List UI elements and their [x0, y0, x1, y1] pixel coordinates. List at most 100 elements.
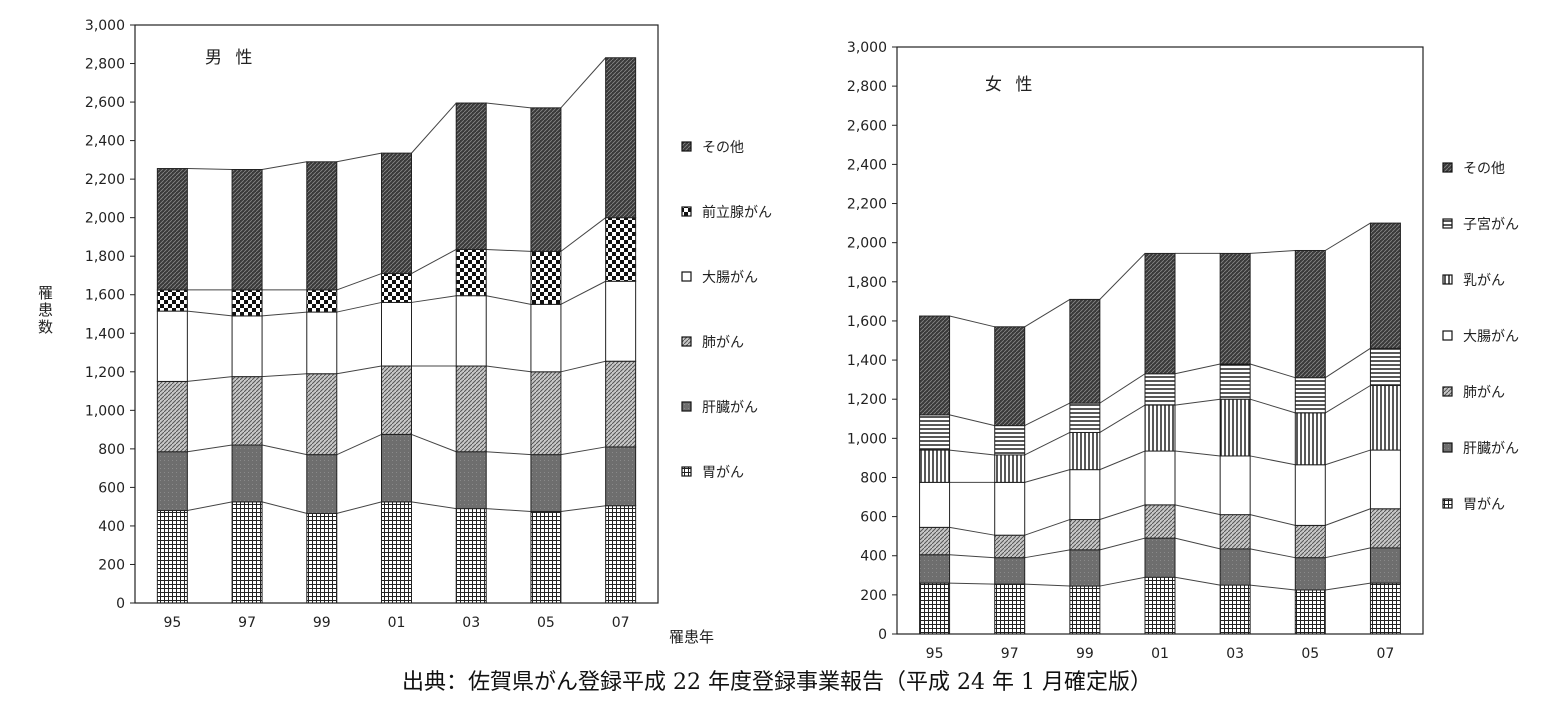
- bar-segment-vertical: [1069, 431, 1101, 471]
- legend-label: 肝臓がん: [1463, 441, 1519, 457]
- bar-segment-diagonal: [1294, 524, 1326, 559]
- bar-segment-grid: [231, 501, 263, 604]
- bar-segment-solid-gray: [919, 554, 951, 584]
- y-tick-label: 3,000: [847, 40, 887, 56]
- legend-swatch: [1442, 386, 1453, 397]
- bar-segment-solid-gray: [156, 451, 188, 512]
- series-connector-line: [261, 161, 307, 170]
- series-connector-line: [1024, 549, 1070, 559]
- bar-segment-diagonal: [455, 365, 487, 453]
- series-connector-line: [486, 508, 531, 512]
- legend-swatch: [1442, 162, 1453, 173]
- series-connector-line: [1325, 508, 1371, 526]
- series-connector-line: [336, 433, 382, 456]
- legend-label: 大腸がん: [1463, 329, 1519, 345]
- bar-segment-dark-hatch: [530, 107, 562, 252]
- female-chart-panel: 0 200 400 600 800 1,000 1,200 1,400 1,600 1,800 2,…: [847, 40, 1519, 662]
- bar-segment-dark-hatch: [605, 57, 637, 219]
- x-tick-label: 01: [388, 615, 406, 631]
- bar-segment-grid: [1369, 582, 1401, 635]
- legend-swatch: [1442, 330, 1453, 341]
- bar-segment-horizontal: [1144, 373, 1176, 406]
- series-connector-line: [336, 152, 382, 163]
- bar-segment-check: [530, 250, 562, 305]
- series-connector-line: [1174, 576, 1221, 586]
- bar-segment-white: [156, 310, 188, 382]
- female-y-ticks: 0 200 400 600 800 1,000 1,200 1,400 1,600 1,800 2,…: [847, 40, 897, 643]
- series-connector-line: [1099, 253, 1146, 300]
- series-connector-line: [1325, 582, 1371, 591]
- bar-segment-white: [306, 311, 338, 375]
- male-x-ticks: 95 97 99 01 03 05 07: [163, 615, 629, 631]
- male-chart-title: 男 性: [205, 48, 256, 68]
- series-connector-line: [949, 449, 995, 456]
- bar-segment-solid-gray: [1144, 537, 1176, 578]
- bar-segment-solid-gray: [306, 454, 338, 514]
- bar-segment-dark-hatch: [1144, 252, 1176, 375]
- series-connector-line: [1099, 450, 1146, 471]
- series-connector-line: [1174, 363, 1221, 375]
- bar-segment-check: [605, 217, 637, 282]
- x-tick-label: 05: [537, 615, 555, 631]
- series-connector-line: [336, 501, 382, 514]
- female-connector-lines: [949, 222, 1371, 591]
- y-tick-label: 2,200: [85, 172, 125, 188]
- legend-label: その他: [1463, 161, 1505, 177]
- y-tick-label: 1,800: [85, 249, 125, 265]
- legend-swatch: [681, 271, 692, 282]
- series-connector-line: [1325, 449, 1371, 466]
- bar-segment-dark-hatch: [1369, 222, 1401, 349]
- series-connector-line: [261, 501, 307, 514]
- y-tick-label: 0: [878, 627, 887, 643]
- series-connector-line: [261, 444, 307, 456]
- bar-segment-check: [455, 248, 487, 297]
- series-connector-line: [949, 315, 995, 328]
- x-tick-label: 99: [1076, 646, 1094, 662]
- series-connector-line: [560, 360, 606, 373]
- legend-label: 胃がん: [1463, 497, 1505, 513]
- bar-segment-grid: [1144, 576, 1176, 635]
- bar-segment-solid-gray: [455, 451, 487, 510]
- female-chart-title: 女 性: [985, 75, 1036, 95]
- bar-segment-white: [1219, 455, 1251, 516]
- bar-segment-check: [156, 289, 188, 312]
- series-connector-line: [1099, 504, 1146, 521]
- series-connector-line: [187, 310, 233, 317]
- y-tick-label: 800: [860, 470, 887, 486]
- bar-segment-dark-hatch: [1219, 252, 1251, 365]
- bar-segment-vertical: [1144, 404, 1176, 452]
- bar-segment-dark-hatch: [381, 152, 412, 275]
- y-tick-label: 1,600: [847, 314, 887, 330]
- legend-label: 乳がん: [1463, 273, 1505, 289]
- y-tick-label: 1,400: [847, 353, 887, 369]
- x-tick-label: 97: [238, 615, 256, 631]
- series-connector-line: [1024, 432, 1071, 456]
- series-connector-line: [1024, 402, 1071, 427]
- male-y-ticks: 0 200 400 600 800 1,000 1,200 1,400 1,600 1,800 2,…: [85, 18, 135, 612]
- female-plot-frame: [896, 46, 1424, 635]
- series-connector-line: [187, 501, 233, 512]
- y-tick-label: 800: [98, 442, 125, 458]
- legend-swatch: [1442, 274, 1453, 285]
- bar-segment-grid: [1069, 585, 1101, 635]
- y-tick-label: 1,800: [847, 275, 887, 291]
- series-connector-line: [1099, 404, 1146, 433]
- legend-label: その他: [702, 140, 744, 156]
- y-tick-label: 2,600: [85, 95, 125, 111]
- bar-segment-dark-hatch: [1294, 249, 1326, 379]
- bar-segment-white: [605, 280, 637, 362]
- series-connector-line: [1250, 548, 1296, 559]
- bar-segment-solid-gray: [1369, 547, 1401, 584]
- x-tick-label: 97: [1001, 646, 1019, 662]
- legend-swatch: [1442, 442, 1453, 453]
- bar-segment-vertical: [1219, 398, 1251, 457]
- series-connector-line: [486, 451, 531, 456]
- series-connector-line: [1174, 537, 1221, 550]
- y-tick-label: 1,200: [85, 365, 125, 381]
- series-connector-line: [1024, 519, 1071, 536]
- y-tick-label: 600: [98, 480, 125, 496]
- bar-segment-grid: [1219, 584, 1251, 635]
- series-connector-line: [411, 295, 457, 303]
- legend-label: 胃がん: [702, 465, 744, 481]
